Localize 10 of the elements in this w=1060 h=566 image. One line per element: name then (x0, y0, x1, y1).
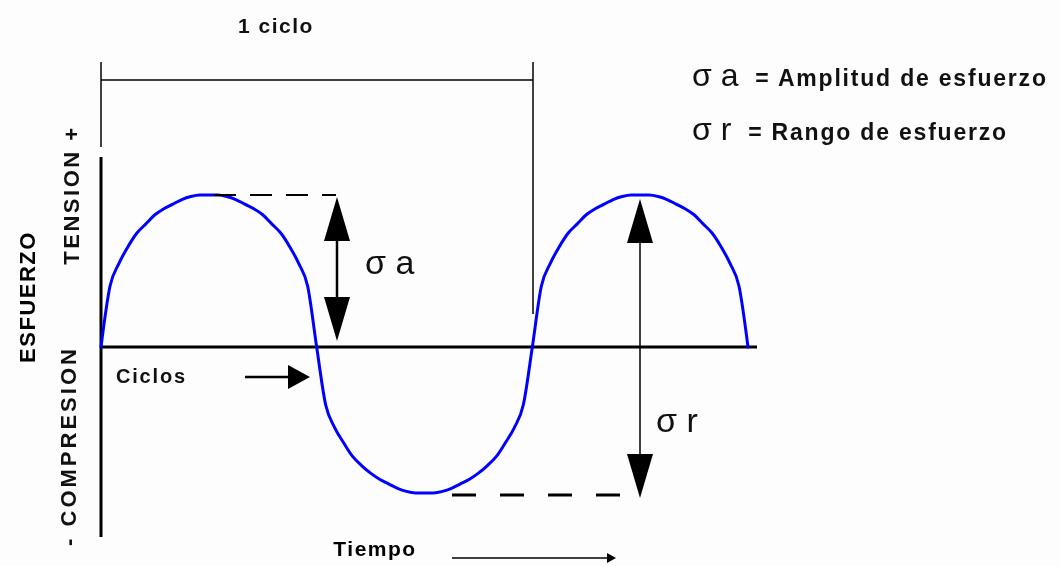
text: σ r = Rango de esfuerzo (692, 111, 1008, 147)
annotation: σ a (365, 243, 415, 281)
y-axis-title: ESFUERZO (15, 231, 40, 363)
text: - COMPRESION (56, 346, 81, 546)
annotation: Ciclos (116, 365, 187, 387)
annotation: σ r (656, 401, 698, 439)
x-axis-title: Tiempo (333, 537, 417, 560)
text: TENSION + (59, 125, 84, 265)
text: σ a = Amplitud de esfuerzo (692, 57, 1048, 93)
text: 1 ciclo (238, 14, 314, 37)
